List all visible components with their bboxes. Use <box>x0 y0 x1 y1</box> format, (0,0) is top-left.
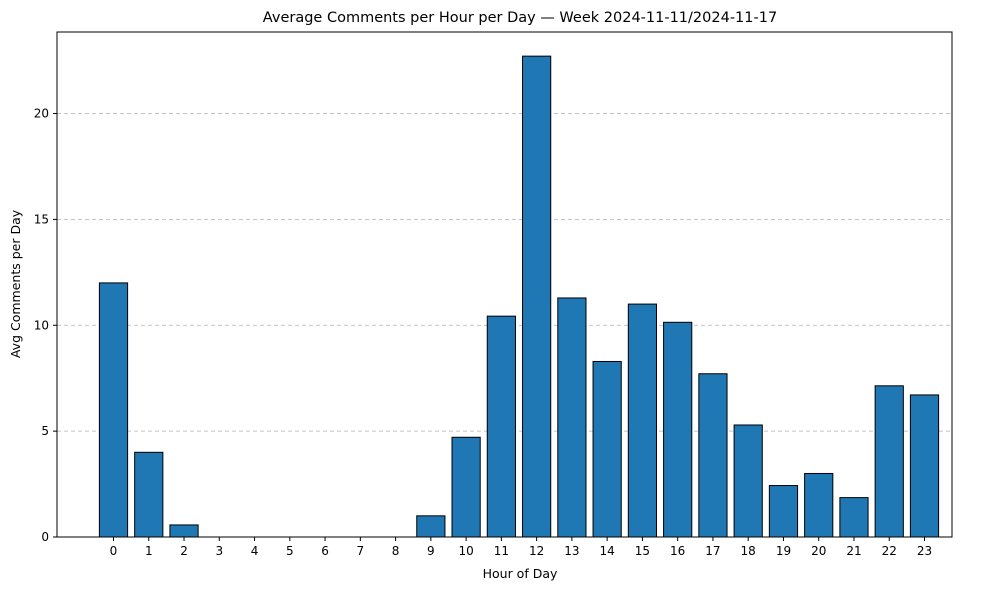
x-tick-label: 16 <box>670 544 685 558</box>
x-tick-label: 18 <box>741 544 756 558</box>
plot-frame <box>56 31 953 538</box>
y-axis-label: Avg Comments per Day <box>8 209 23 358</box>
bar-hour-13 <box>557 297 587 538</box>
y-tick-label: 5 <box>41 424 49 438</box>
x-axis-label: Hour of Day <box>483 566 558 581</box>
x-tick-label: 10 <box>458 544 473 558</box>
x-tick-label: 23 <box>917 544 932 558</box>
bar-hour-14 <box>592 360 622 538</box>
x-tick-label: 14 <box>600 544 615 558</box>
y-tick-label: 0 <box>41 530 49 544</box>
y-tick-label: 15 <box>34 212 49 226</box>
bar-hour-17 <box>698 373 728 538</box>
bar-hour-22 <box>874 385 904 538</box>
x-axis: 0 1 2 3 4 5 6 7 8 9 10 11 12 13 14 15 16 17 18 19 20 21 22 23 <box>110 537 932 558</box>
x-tick-label: 3 <box>215 544 223 558</box>
bar-hour-9 <box>416 515 446 538</box>
chart-title: Average Comments per Hour per Day — Week… <box>263 10 777 26</box>
x-tick-label: 1 <box>145 544 153 558</box>
x-tick-label: 7 <box>357 544 365 558</box>
bar-hour-2 <box>169 524 199 538</box>
x-tick-label: 8 <box>392 544 400 558</box>
bar-hour-16 <box>663 321 693 538</box>
bar-hour-21 <box>839 497 869 538</box>
x-tick-label: 11 <box>494 544 509 558</box>
x-tick-label: 5 <box>286 544 294 558</box>
bar-hour-0 <box>98 282 129 538</box>
x-tick-label: 15 <box>635 544 650 558</box>
x-tick-label: 19 <box>776 544 791 558</box>
y-axis: 0 5 10 15 20 <box>34 107 57 544</box>
bars <box>98 55 940 538</box>
x-tick-label: 21 <box>846 544 861 558</box>
bar-hour-10 <box>451 436 481 538</box>
x-tick-label: 22 <box>882 544 897 558</box>
x-tick-label: 4 <box>251 544 259 558</box>
y-tick-label: 20 <box>34 107 49 121</box>
bar-hour-23 <box>909 394 940 538</box>
gridlines <box>57 113 952 432</box>
bar-hour-12 <box>522 55 552 538</box>
x-tick-label: 12 <box>529 544 544 558</box>
bar-hour-20 <box>804 472 834 538</box>
x-tick-label: 13 <box>564 544 579 558</box>
bar-hour-18 <box>733 424 763 538</box>
bar-hour-1 <box>134 451 164 538</box>
x-tick-label: 0 <box>110 544 118 558</box>
bar-hour-15 <box>627 303 658 538</box>
x-tick-label: 17 <box>705 544 720 558</box>
x-tick-label: 9 <box>427 544 435 558</box>
x-tick-label: 6 <box>321 544 329 558</box>
y-tick-label: 10 <box>34 318 49 332</box>
bar-hour-19 <box>768 485 799 538</box>
x-tick-label: 2 <box>180 544 188 558</box>
x-tick-label: 20 <box>811 544 826 558</box>
bar-hour-11 <box>486 315 516 538</box>
